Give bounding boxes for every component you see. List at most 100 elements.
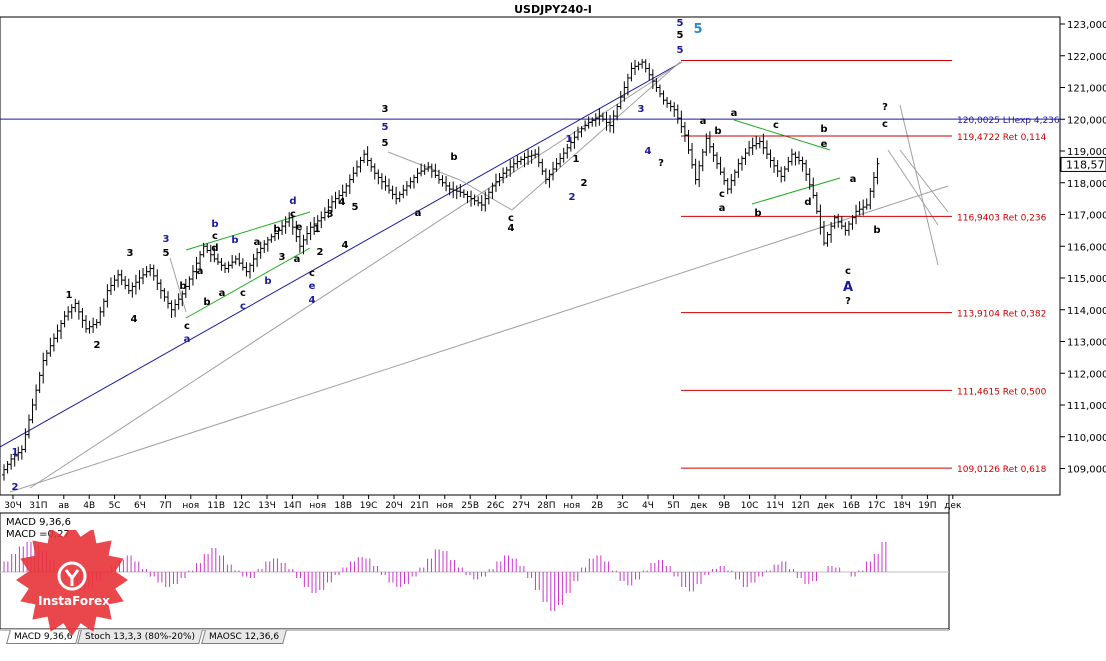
wave-label: e — [309, 281, 316, 292]
date-tick-label: ав — [58, 501, 69, 511]
wave-label: c — [845, 266, 851, 277]
price-panel — [0, 16, 1061, 496]
trend-lines — [0, 61, 949, 493]
trend-line — [733, 119, 831, 151]
chart-title: USDJPY240-I — [514, 3, 592, 16]
wave-label: 1 — [573, 154, 580, 165]
price-tick-label: 119,000 — [1067, 147, 1106, 158]
date-tick-label: 14П — [283, 501, 301, 511]
level-label: 119,4722 Ret 0,114 — [957, 133, 1047, 143]
date-tick-label: 28П — [537, 501, 555, 511]
wave-label: c — [882, 119, 888, 130]
wave-label: b — [873, 225, 880, 236]
date-tick-label: 10С — [741, 501, 759, 511]
price-tick-label: 110,000 — [1067, 433, 1106, 444]
wave-label: 4 — [339, 197, 346, 208]
wave-label: b — [273, 224, 280, 235]
trend-line — [0, 61, 683, 448]
trend-line — [899, 104, 939, 266]
price-tick-label: 113,000 — [1067, 338, 1106, 349]
trend-line — [751, 177, 841, 205]
wave-label: a — [850, 174, 857, 185]
wave-label: d — [211, 243, 218, 254]
wave-label: d — [804, 197, 811, 208]
wave-label: a — [731, 108, 738, 119]
price-tick-label: 120,000 — [1067, 115, 1106, 126]
date-tick-label: 11Ч — [766, 501, 784, 511]
price-tick-label: 109,000 — [1067, 465, 1106, 476]
macd-value: MACD =0,27 — [6, 529, 70, 540]
date-tick-label: 11В — [207, 501, 225, 511]
date-tick-label: 13Ч — [258, 501, 276, 511]
date-tick-label: 31П — [29, 501, 47, 511]
price-tick-label: 111,000 — [1067, 401, 1106, 412]
level-label: 120,0025 LHexp 4,236 — [957, 116, 1060, 126]
price-bars — [2, 58, 880, 481]
wave-label: c — [309, 268, 315, 279]
logo-name: InstaForex — [38, 594, 110, 608]
date-tick-label: ноя — [563, 501, 580, 511]
level-label: 111,4615 Ret 0,500 — [957, 387, 1047, 397]
wave-label: 3 — [638, 104, 645, 115]
wave-label: 5 — [382, 122, 389, 133]
wave-label: a — [219, 288, 226, 299]
wave-label: b — [203, 297, 210, 308]
wave-label: b — [211, 219, 218, 230]
trend-line — [887, 149, 939, 226]
wave-label: 5 — [677, 18, 684, 29]
price-tick-label: 114,000 — [1067, 306, 1106, 317]
wave-label: ? — [882, 102, 888, 113]
tab-maosc[interactable]: MAOSC 12,36,6 — [200, 630, 287, 644]
date-tick-label: 30Ч — [4, 501, 22, 511]
wave-label: e — [296, 222, 303, 233]
trend-line — [185, 247, 311, 319]
wave-label: 1 — [314, 224, 321, 235]
wave-label: a — [719, 203, 726, 214]
trend-line — [169, 257, 187, 313]
wave-label: 4 — [645, 146, 652, 157]
wave-label: c — [290, 209, 296, 220]
date-tick-label: 19П — [918, 501, 936, 511]
date-tick-label: 9В — [718, 501, 730, 511]
date-tick-label: дек — [817, 501, 835, 511]
price-tick-label: 122,000 — [1067, 52, 1106, 63]
macd-histogram — [0, 542, 949, 611]
wave-label: 5 — [382, 138, 389, 149]
wave-label: b — [264, 276, 271, 287]
wave-label: 4 — [309, 295, 316, 306]
current-price-label: 118,577 — [1066, 158, 1106, 171]
wave-label: 5 — [693, 22, 702, 37]
date-tick-label: 16В — [842, 501, 860, 511]
wave-label: b — [231, 235, 238, 246]
date-tick-label: 25В — [461, 501, 479, 511]
date-tick-label: 12С — [233, 501, 251, 511]
macd-panel — [0, 512, 950, 630]
wave-label: 3 — [279, 252, 286, 263]
wave-label: c — [212, 231, 218, 242]
wave-label: a — [184, 334, 191, 345]
wave-label: a — [254, 237, 261, 248]
date-tick-label: дек — [944, 501, 962, 511]
wave-label: d — [289, 196, 296, 207]
price-axis: 123,000 122,000 121,000 120,000 119,000 118,0… — [1060, 20, 1106, 476]
wave-label: 1 — [66, 290, 73, 301]
date-tick-label: 3С — [617, 501, 629, 511]
wave-label: c — [240, 288, 246, 299]
wave-label: a — [197, 266, 204, 277]
date-tick-label: 20Ч — [385, 501, 403, 511]
wave-label: b — [450, 152, 457, 163]
date-tick-label: 7П — [159, 501, 172, 511]
wave-label: c — [508, 213, 514, 224]
wave-label: 2 — [569, 192, 576, 203]
wave-label: b — [820, 124, 827, 135]
level-label: 109,0126 Ret 0,618 — [957, 465, 1047, 475]
wave-label: A — [843, 280, 853, 295]
price-tick-label: 115,000 — [1067, 274, 1106, 285]
trend-line — [387, 151, 461, 181]
wave-label: 1 — [12, 447, 19, 458]
trend-line — [511, 61, 681, 211]
wave-label: a — [700, 116, 707, 127]
wave-label: 2 — [317, 247, 324, 258]
